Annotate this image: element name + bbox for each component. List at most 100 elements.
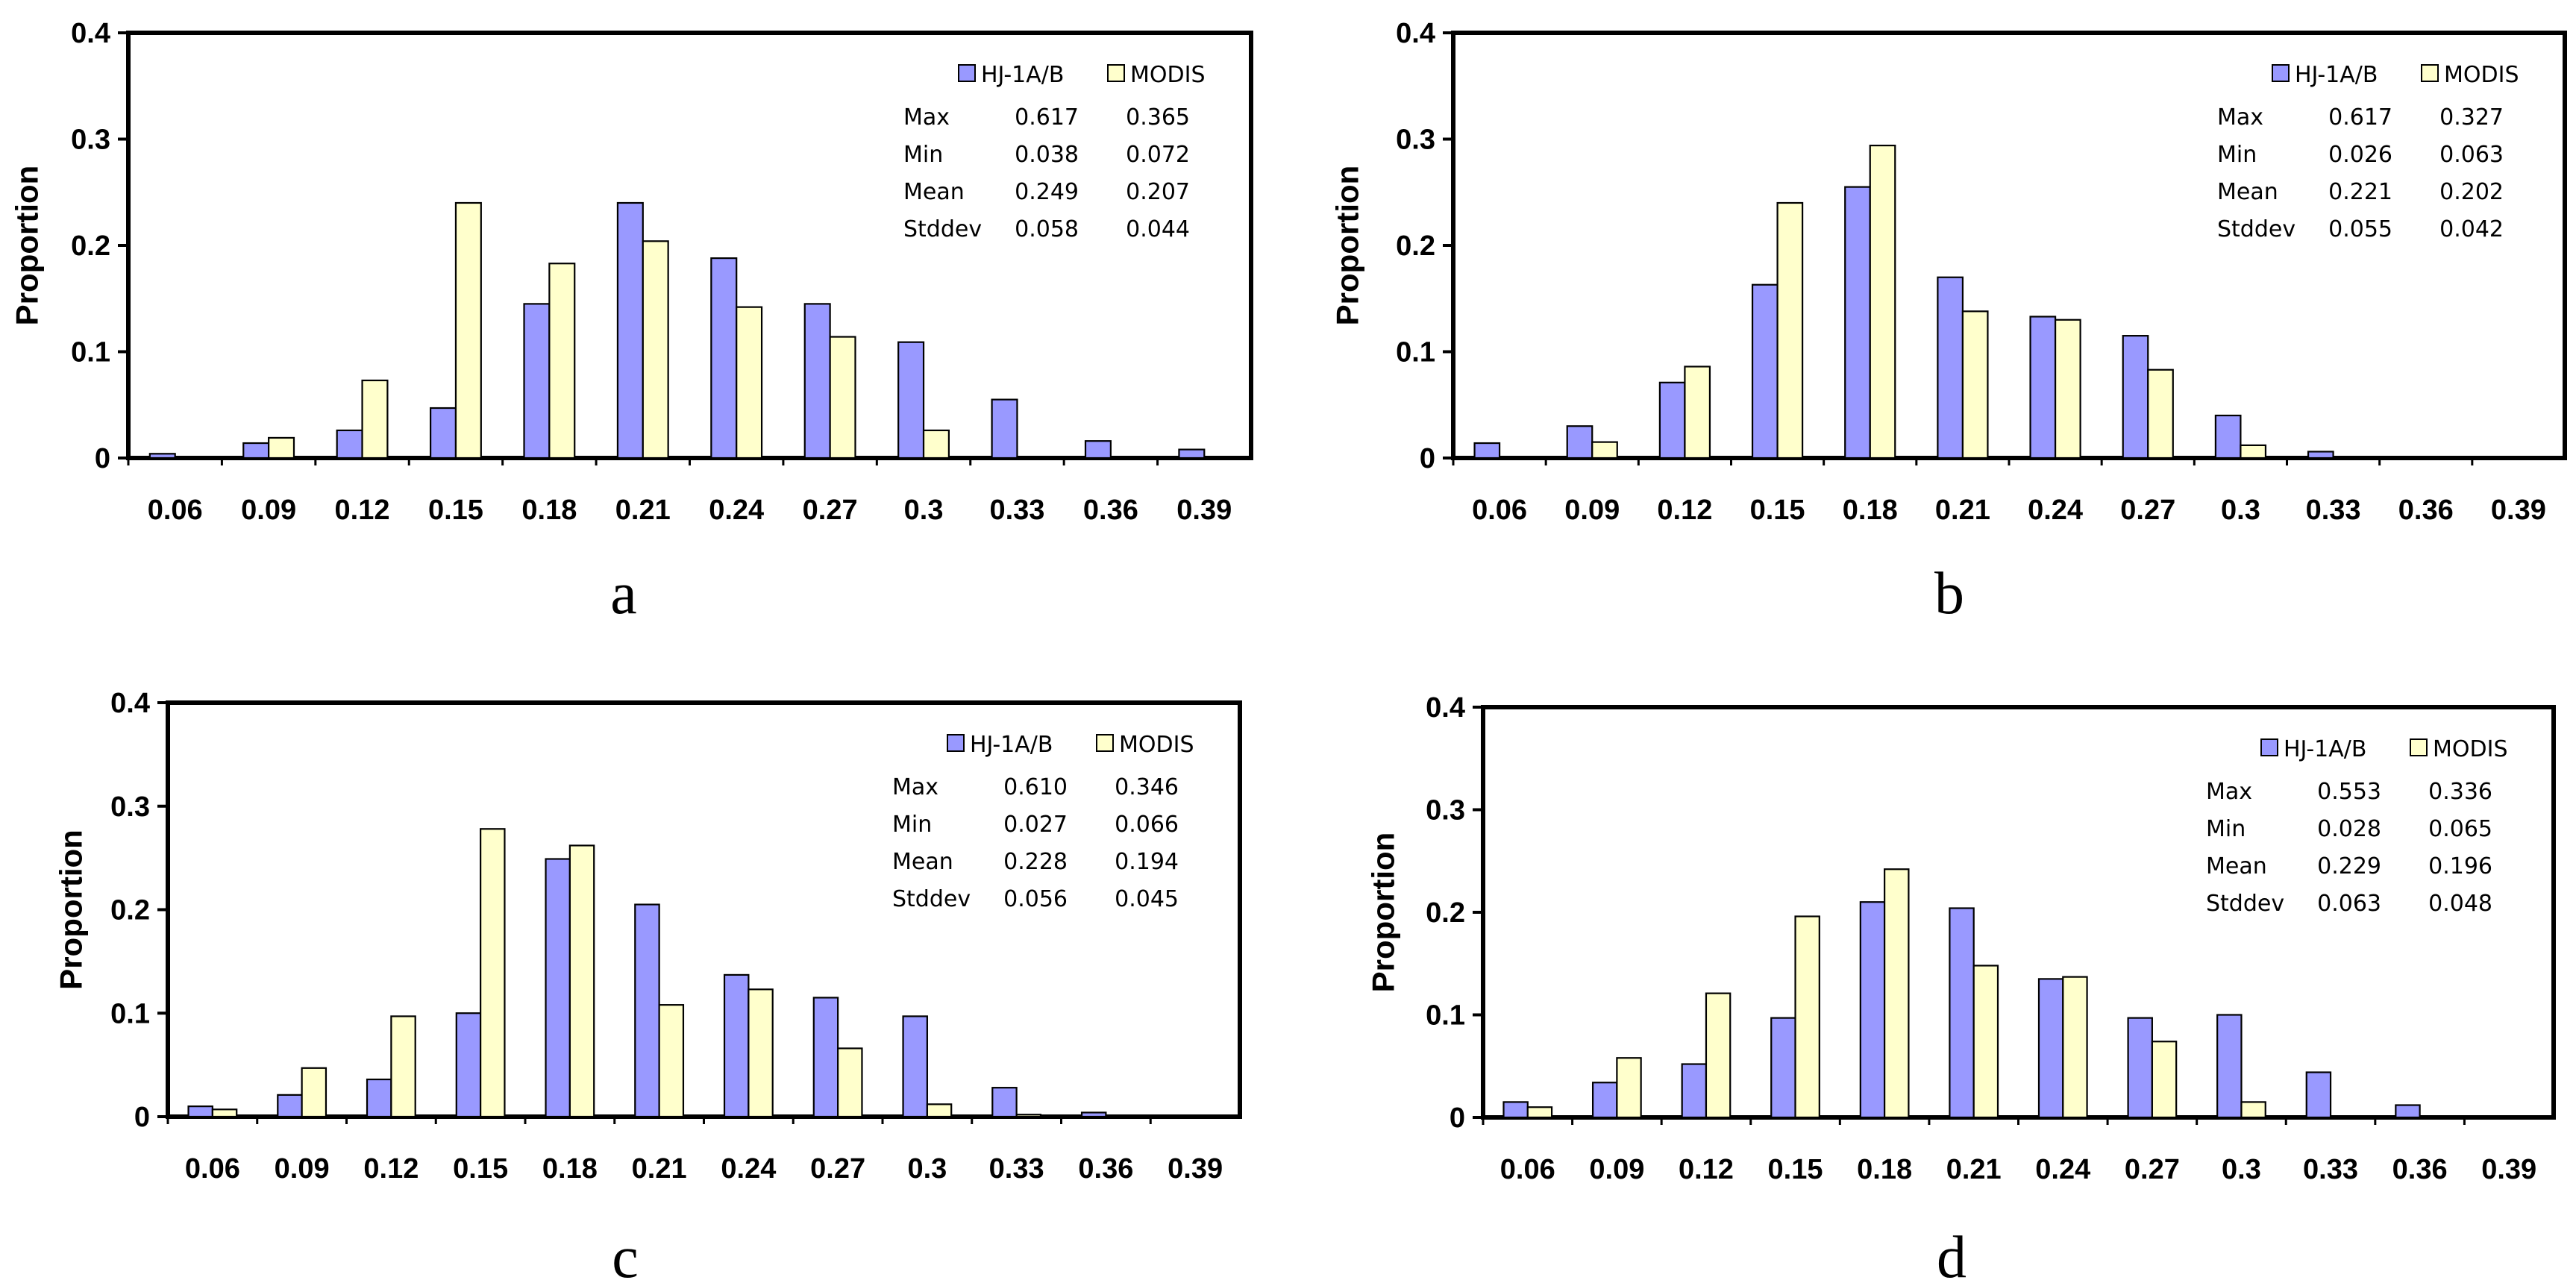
stat-value-modis: 0.327 <box>2439 104 2504 131</box>
bar-modis-0.33 <box>2332 456 2360 459</box>
bar-hj1ab-0.33 <box>991 398 1018 459</box>
stat-value-modis: 0.194 <box>1115 849 1179 875</box>
bar-hj1ab-0.06 <box>187 1105 213 1118</box>
stat-value-modis: 0.042 <box>2439 216 2504 242</box>
bar-hj1ab-0.27 <box>2122 335 2149 459</box>
bar-hj1ab-0.18 <box>545 858 571 1118</box>
bar-hj1ab-0.09 <box>1566 425 1593 459</box>
x-tick-label: 0.09 <box>241 495 296 526</box>
y-tick-label: 0.2 <box>110 895 150 926</box>
legend: HJ-1A/B MODIS <box>2272 62 2519 88</box>
x-tick-label: 0.27 <box>2120 495 2175 526</box>
stat-label-min: Min <box>2206 816 2246 842</box>
bar-hj1ab-0.3 <box>902 1015 928 1118</box>
bar-modis-0.24 <box>736 306 763 459</box>
bar-hj1ab-0.15 <box>429 407 457 459</box>
bar-hj1ab-0.21 <box>1937 276 1964 459</box>
x-tick-label: 0.18 <box>1843 495 1898 526</box>
legend-label-hj1ab: HJ-1A/B <box>981 62 1064 88</box>
y-tick-label: 0 <box>1420 443 1435 474</box>
bar-modis-0.15 <box>454 201 482 459</box>
x-tick-label: 0.12 <box>363 1153 419 1185</box>
y-axis-label: Proportion <box>1366 832 1401 993</box>
bar-hj1ab-0.36 <box>1080 1111 1107 1118</box>
stat-value-hj1ab: 0.027 <box>1003 812 1068 838</box>
stats-table: Max 0.610 0.346 Min 0.027 0.066 Mean 0.228 0.194… <box>892 774 1179 912</box>
stat-value-modis: 0.346 <box>1115 774 1179 800</box>
stats-table: Max 0.553 0.336 Min 0.028 0.065 Mean 0.229 0.196… <box>2206 779 2492 917</box>
stat-value-modis: 0.207 <box>1126 179 1190 205</box>
x-tick-label: 0.12 <box>1657 495 1712 526</box>
x-tick-label: 0.24 <box>2035 1154 2090 1185</box>
stat-value-modis: 0.365 <box>1126 104 1190 131</box>
y-axis-label: Proportion <box>1330 166 1365 326</box>
y-tick-label: 0.1 <box>1396 337 1435 368</box>
x-tick-label: 0.21 <box>632 1153 687 1185</box>
x-tick-label: 0.06 <box>1500 1154 1555 1185</box>
x-tick-label: 0.24 <box>721 1153 776 1185</box>
bar-modis-0.09 <box>268 436 295 459</box>
bar-hj1ab-0.18 <box>523 303 551 459</box>
bar-modis-0.06 <box>1498 456 1526 459</box>
x-tick-label: 0.21 <box>1935 495 1990 526</box>
bar-hj1ab-0.06 <box>148 453 176 459</box>
stat-label-max: Max <box>903 104 950 131</box>
x-tick-label: 0.3 <box>907 1153 947 1185</box>
x-tick-label: 0.06 <box>185 1153 240 1185</box>
plot-area <box>166 700 1242 1119</box>
stat-value-modis: 0.065 <box>2428 816 2492 842</box>
x-tick-label: 0.36 <box>2398 495 2454 526</box>
bar-modis-0.21 <box>1961 310 1989 459</box>
bar-modis-0.12 <box>1684 366 1711 459</box>
x-tick-label: 0.18 <box>1857 1154 1912 1185</box>
y-tick-label: 0.3 <box>110 791 150 823</box>
x-tick-label: 0.36 <box>1083 495 1138 526</box>
stat-label-max: Max <box>2206 779 2252 805</box>
legend-label-modis: MODIS <box>1119 732 1194 758</box>
y-tick-label: 0.3 <box>71 125 110 156</box>
bar-hj1ab-0.12 <box>1658 381 1686 459</box>
x-tick-label: 0.21 <box>615 495 671 526</box>
stat-value-hj1ab: 0.055 <box>2328 216 2392 242</box>
x-tick-label: 0.33 <box>2306 495 2361 526</box>
x-tick-label: 0.36 <box>2392 1154 2448 1185</box>
stat-label-stddev: Stddev <box>892 886 971 912</box>
legend-swatch-modis <box>1107 64 1125 82</box>
panel-letter: b <box>1934 561 1964 627</box>
bar-modis-0.06 <box>174 456 201 459</box>
bar-hj1ab-0.39 <box>1178 448 1206 459</box>
stat-label-max: Max <box>892 774 938 800</box>
bar-hj1ab-0.27 <box>2127 1017 2153 1119</box>
bar-modis-0.15 <box>1794 915 1820 1119</box>
bar-hj1ab-0.24 <box>710 257 738 459</box>
bar-modis-0.27 <box>837 1047 863 1118</box>
x-tick-label: 0.27 <box>803 495 858 526</box>
stat-value-modis: 0.045 <box>1115 886 1179 912</box>
legend-label-hj1ab: HJ-1A/B <box>970 732 1053 758</box>
bar-modis-0.3 <box>922 429 950 459</box>
legend-label-modis: MODIS <box>2433 736 2508 762</box>
bar-hj1ab-0.24 <box>2037 978 2064 1119</box>
bar-hj1ab-0.09 <box>242 442 270 459</box>
bar-modis-0.06 <box>1526 1106 1553 1119</box>
plot-area <box>1451 31 2567 460</box>
bar-modis-0.24 <box>2054 319 2081 459</box>
stat-label-mean: Mean <box>2217 179 2278 205</box>
bar-hj1ab-0.15 <box>455 1012 482 1118</box>
stat-value-modis: 0.063 <box>2439 142 2504 168</box>
x-tick-label: 0.18 <box>521 495 577 526</box>
bar-hj1ab-0.09 <box>1591 1082 1618 1119</box>
x-tick-label: 0.33 <box>989 495 1044 526</box>
bar-modis-0.12 <box>1705 992 1732 1119</box>
stat-value-hj1ab: 0.610 <box>1003 774 1068 800</box>
x-tick-label: 0.24 <box>709 495 764 526</box>
bar-hj1ab-0.24 <box>2029 316 2057 459</box>
y-tick-label: 0.4 <box>71 18 110 49</box>
stat-value-hj1ab: 0.028 <box>2317 816 2381 842</box>
legend-label-modis: MODIS <box>2444 62 2519 88</box>
legend-label-hj1ab: HJ-1A/B <box>2295 62 2378 88</box>
bar-hj1ab-0.06 <box>1502 1101 1529 1119</box>
x-tick-label: 0.39 <box>1176 495 1232 526</box>
legend-swatch-hj1ab <box>947 734 965 752</box>
